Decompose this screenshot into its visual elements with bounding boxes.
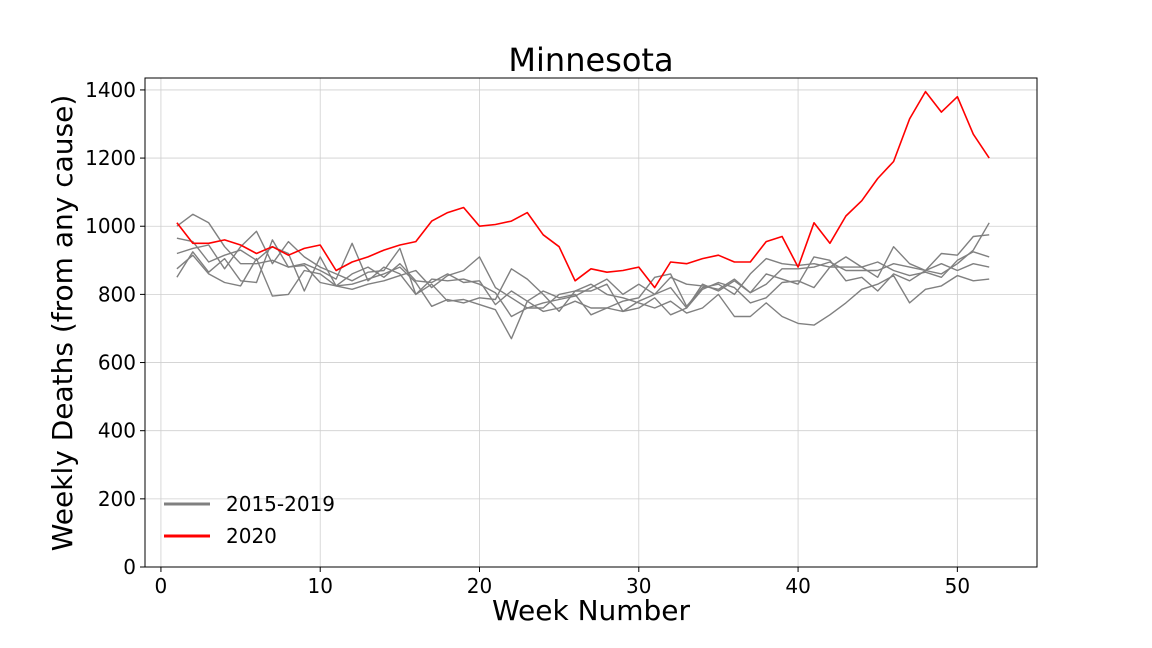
legend-label-2015-2019: 2015-2019 — [226, 492, 335, 516]
y-tick-label: 400 — [98, 419, 136, 443]
legend-label-2020: 2020 — [226, 524, 277, 548]
y-tick-label: 600 — [98, 351, 136, 375]
series-line-2015-2019 — [176, 234, 990, 313]
y-axis-label: Weekly Deaths (from any cause) — [46, 95, 79, 552]
y-tick-label: 800 — [98, 282, 136, 306]
legend: 2015-2019 2020 — [164, 492, 335, 548]
grid-lines — [145, 78, 1037, 568]
y-tick-label: 200 — [98, 487, 136, 511]
x-tick-label: 20 — [467, 574, 492, 598]
series-line-2015-2019 — [176, 237, 990, 313]
x-tick-label: 40 — [785, 574, 810, 598]
series-line-2020 — [176, 90, 990, 289]
series-line-2015-2019 — [176, 230, 990, 340]
x-tick-label: 30 — [626, 574, 651, 598]
series-line-2015-2019 — [176, 213, 990, 326]
y-tick-label: 1400 — [85, 78, 136, 102]
x-tick-label: 10 — [307, 574, 332, 598]
chart-title: Minnesota — [508, 41, 673, 79]
x-tick-label: 50 — [945, 574, 970, 598]
x-axis-label: Week Number — [492, 594, 691, 627]
y-tick-label: 0 — [123, 555, 136, 579]
series-lines — [176, 90, 990, 340]
y-tick-label: 1200 — [85, 146, 136, 170]
x-tick-label: 0 — [155, 574, 168, 598]
y-tick-label: 1000 — [85, 214, 136, 238]
axis-ticks: 0 10 20 30 40 50 0 200 400 600 800 1000 1200 1400 — [85, 78, 970, 598]
plot-frame — [144, 77, 1038, 568]
